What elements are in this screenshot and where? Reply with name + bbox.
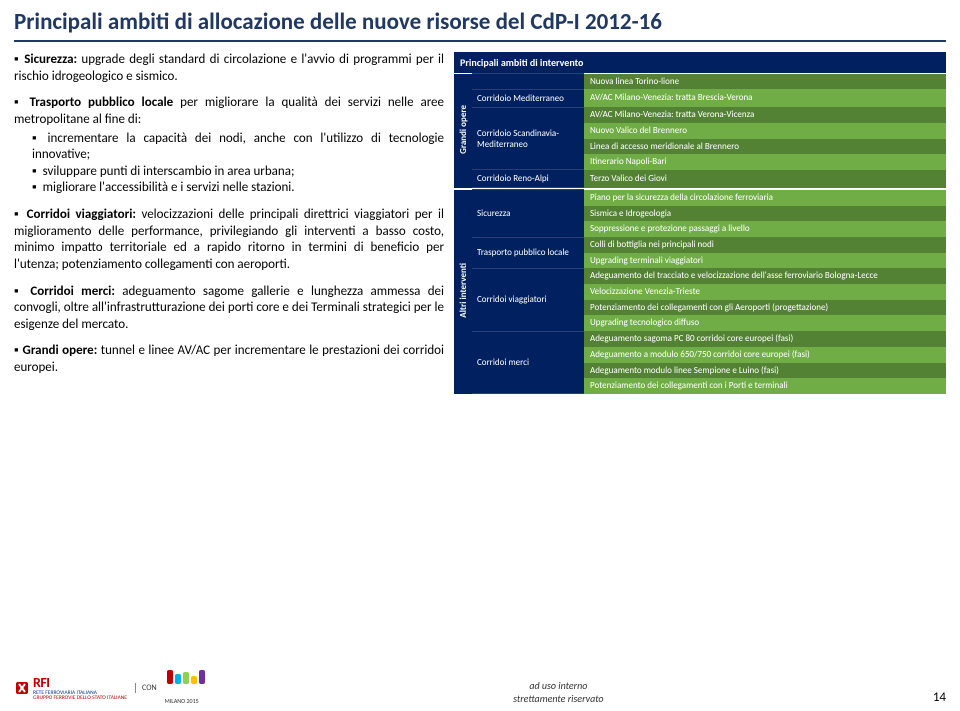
rfi-logo: RFI RETE FERROVIARIA ITALIANA GRUPPO FER…	[14, 674, 127, 702]
rfi-sub-2: GRUPPO FERROVIE DELLO STATO ITALIANE	[33, 696, 127, 702]
table-row: Trasporto pubblico locale Colli di botti…	[454, 237, 946, 253]
table-row: Altri interventi Sicurezza Piano per la …	[454, 190, 946, 206]
footer-line-1: ad uso interno	[211, 679, 906, 692]
detail-cell: Nuovo Valico del Brennero	[584, 123, 946, 139]
content-area: ▪ Sicurezza: upgrade degli standard di c…	[0, 52, 960, 394]
cat-cell: Corridoio Reno-Alpi	[472, 170, 584, 188]
cat-cell	[472, 74, 584, 90]
cat-cell: Trasporto pubblico locale	[472, 237, 584, 268]
bullet-sicurezza: ▪ Sicurezza: upgrade degli standard di c…	[14, 52, 444, 85]
cat-cell: Sicurezza	[472, 190, 584, 237]
bullet-merci: ▪ Corridoi merci: adeguamento sagome gal…	[14, 284, 444, 334]
detail-cell: Adeguamento sagoma PC 80 corridoi core e…	[584, 331, 946, 347]
con-label: CON	[135, 683, 157, 693]
detail-cell: Potenziamento dei collegamenti con gli A…	[584, 300, 946, 316]
expo-logo: MILANO 2015	[165, 670, 211, 705]
detail-cell: Sismica e Idrogeologia	[584, 206, 946, 222]
tpl-item-2: sviluppare punti di interscambio in area…	[32, 164, 444, 181]
table-row: Grandi opere Nuova linea Torino-lione	[454, 74, 946, 90]
lead-viaggiatori: Corridoi viaggiatori:	[27, 207, 136, 222]
table-header: Principali ambiti di intervento	[454, 52, 946, 73]
expo-icon	[165, 670, 211, 694]
cat-cell: Corridoio Mediterraneo	[472, 89, 584, 107]
detail-cell: Adeguamento a modulo 650/750 corridoi co…	[584, 347, 946, 363]
bullet-tpl: ▪ Trasporto pubblico locale per migliora…	[14, 95, 444, 197]
rfi-mark-icon	[14, 680, 30, 696]
page-number: 14	[906, 690, 946, 705]
lead-tpl: Trasporto pubblico locale	[29, 95, 173, 110]
footer-line-2: strettamente riservato	[211, 692, 906, 705]
detail-cell: Potenziamento dei collegamenti con i Por…	[584, 378, 946, 394]
vertical-cat-altri: Altri interventi	[454, 190, 472, 394]
table-row: Corridoi viaggiatori Adeguamento del tra…	[454, 268, 946, 284]
lead-grandi-opere: Grandi opere:	[23, 343, 98, 358]
table-row: Corridoio Mediterraneo AV/AC Milano-Vene…	[454, 89, 946, 107]
detail-cell: Nuova linea Torino-lione	[584, 74, 946, 90]
detail-cell: AV/AC Milano-Venezia: tratta Verona-Vice…	[584, 107, 946, 123]
lead-merci: Corridoi merci:	[30, 284, 115, 299]
table-row: Corridoi merci Adeguamento sagoma PC 80 …	[454, 331, 946, 347]
table-row: Corridoio Scandinavia-Mediterraneo AV/AC…	[454, 107, 946, 123]
detail-cell: Piano per la sicurezza della circolazion…	[584, 190, 946, 206]
detail-cell: Adeguamento modulo linee Sempione e Luin…	[584, 363, 946, 379]
cat-cell: Corridoi viaggiatori	[472, 268, 584, 331]
footer-logos: RFI RETE FERROVIARIA ITALIANA GRUPPO FER…	[14, 670, 211, 705]
right-column: Principali ambiti di intervento Grandi o…	[454, 52, 946, 394]
footer: RFI RETE FERROVIARIA ITALIANA GRUPPO FER…	[14, 670, 946, 705]
tpl-item-1: incrementare la capacità dei nodi, anche…	[32, 131, 444, 164]
cat-cell: Corridoi merci	[472, 331, 584, 394]
intervention-table: Grandi opere Nuova linea Torino-lione Co…	[454, 73, 946, 394]
page-title: Principali ambiti di allocazione delle n…	[0, 0, 960, 40]
lead-sicurezza: Sicurezza:	[24, 52, 77, 67]
detail-cell: Itinerario Napoli-Bari	[584, 154, 946, 170]
detail-cell: AV/AC Milano-Venezia: tratta Brescia-Ver…	[584, 89, 946, 107]
detail-cell: Linea di accesso meridionale al Brennero	[584, 139, 946, 155]
text-sicurezza: upgrade degli standard di circolazione e…	[14, 52, 444, 84]
footer-center: ad uso interno strettamente riservato	[211, 679, 906, 705]
bullet-viaggiatori: ▪ Corridoi viaggiatori: velocizzazioni d…	[14, 207, 444, 274]
detail-cell: Upgrading terminali viaggiatori	[584, 253, 946, 269]
detail-cell: Velocizzazione Venezia-Trieste	[584, 284, 946, 300]
left-column: ▪ Sicurezza: upgrade degli standard di c…	[14, 52, 444, 394]
detail-cell: Adeguamento del tracciato e velocizzazio…	[584, 268, 946, 284]
detail-cell: Terzo Valico dei Giovi	[584, 170, 946, 188]
detail-cell: Colli di bottiglia nei principali nodi	[584, 237, 946, 253]
detail-cell: Upgrading tecnologico diffuso	[584, 315, 946, 331]
title-underline	[14, 40, 946, 42]
cat-cell: Corridoio Scandinavia-Mediterraneo	[472, 107, 584, 170]
table-row: Corridoio Reno-Alpi Terzo Valico dei Gio…	[454, 170, 946, 188]
vertical-cat-grandi-opere: Grandi opere	[454, 74, 472, 188]
bullet-grandi-opere: ▪ Grandi opere: tunnel e linee AV/AC per…	[14, 343, 444, 376]
tpl-item-3: migliorare l'accessibilità e i servizi n…	[32, 180, 444, 197]
rfi-logo-text: RFI	[33, 674, 127, 691]
expo-label: MILANO 2015	[165, 697, 211, 705]
detail-cell: Soppressione e protezione passaggi a liv…	[584, 221, 946, 237]
tpl-sublist: incrementare la capacità dei nodi, anche…	[14, 131, 444, 198]
